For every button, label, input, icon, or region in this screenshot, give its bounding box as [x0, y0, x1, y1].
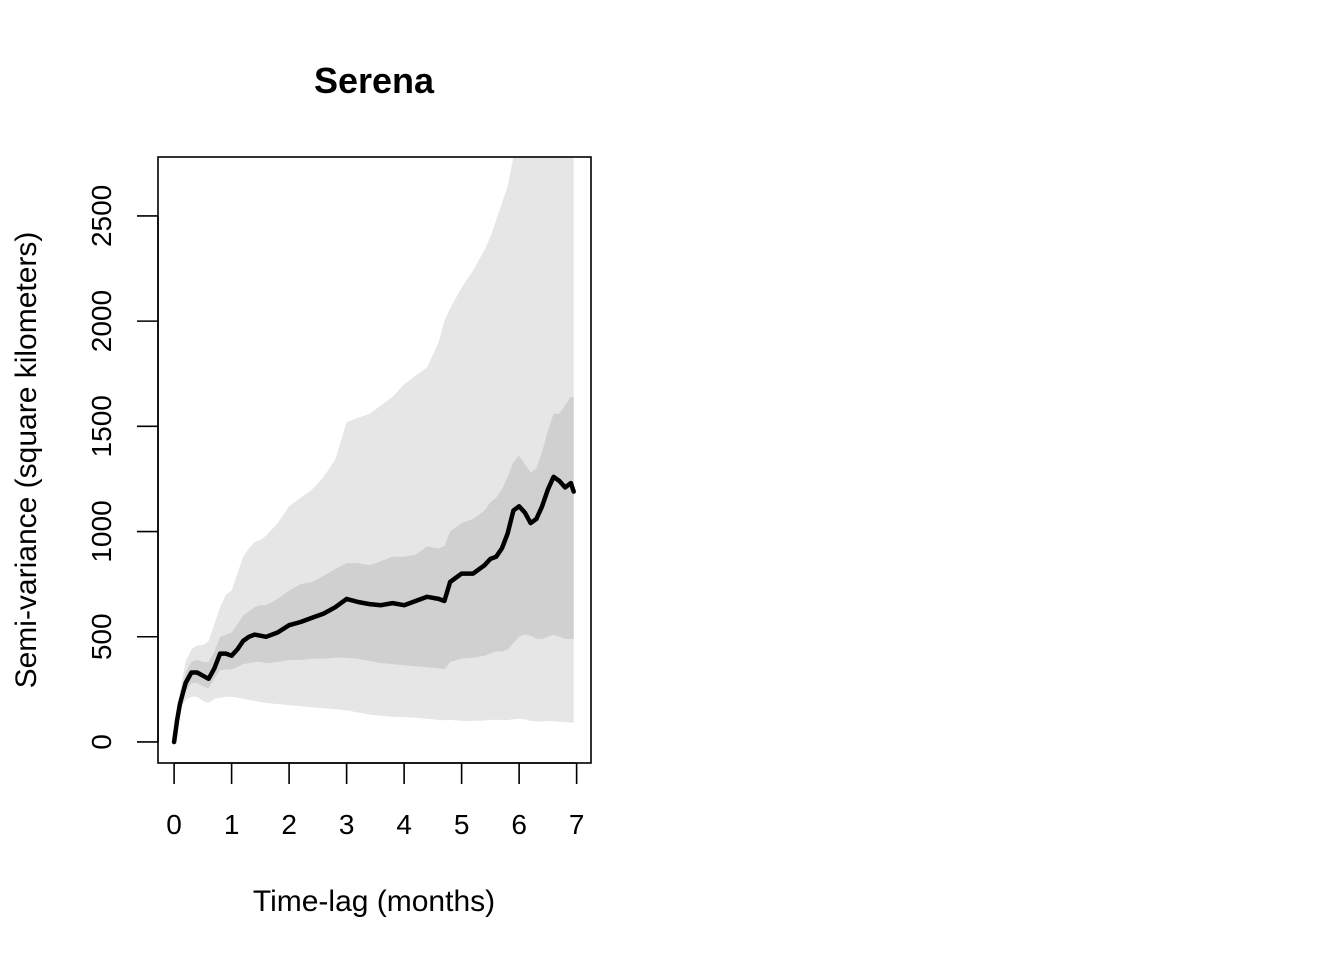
x-axis-label: Time-lag (months) [253, 885, 495, 918]
estimate-line-layer [171, 474, 576, 745]
y-tick-label: 2500 [86, 185, 117, 247]
y-tick-label: 1000 [86, 500, 117, 562]
y-tick-label: 0 [86, 734, 117, 750]
y-tick-label: 1500 [86, 395, 117, 457]
y-tick-label: 500 [86, 613, 117, 660]
y-tick-label: 2000 [86, 290, 117, 352]
x-tick-label: 7 [569, 809, 585, 840]
confidence-bands [174, 157, 574, 742]
x-tick-label: 0 [166, 809, 182, 840]
inner-confidence-band [174, 396, 574, 742]
x-tick-label: 6 [511, 809, 527, 840]
semivariance-estimate-line [171, 474, 576, 745]
y-axis: 0 500 1000 1500 2000 2500 [86, 185, 159, 750]
x-tick-label: 1 [224, 809, 240, 840]
x-axis: 0 1 2 3 4 5 6 7 [166, 762, 585, 840]
y-axis-label: Semi-variance (square kilometers) [10, 232, 43, 689]
x-tick-label: 4 [396, 809, 412, 840]
x-tick-label: 2 [281, 809, 297, 840]
chart-title: Serena [314, 60, 435, 101]
x-tick-label: 5 [454, 809, 470, 840]
x-tick-label: 3 [339, 809, 355, 840]
